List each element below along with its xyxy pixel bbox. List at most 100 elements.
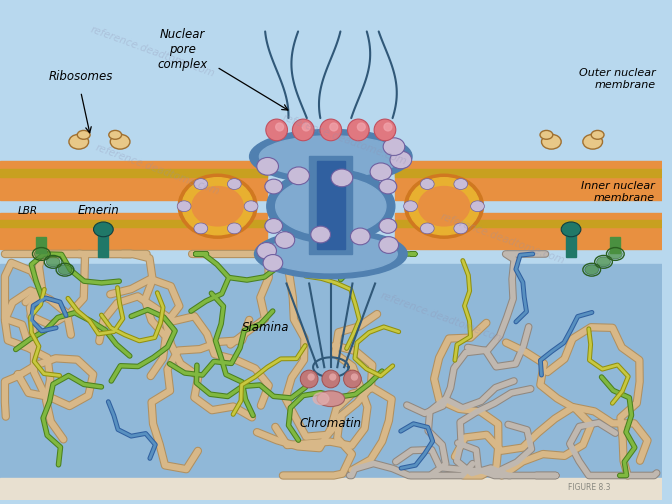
Circle shape	[330, 374, 336, 380]
Circle shape	[358, 123, 366, 131]
Ellipse shape	[470, 201, 485, 212]
Ellipse shape	[110, 135, 130, 149]
Circle shape	[330, 123, 338, 131]
Ellipse shape	[288, 167, 309, 184]
Ellipse shape	[192, 186, 243, 226]
Text: FIGURE 8.3: FIGURE 8.3	[568, 483, 610, 492]
Ellipse shape	[379, 237, 398, 254]
Ellipse shape	[267, 169, 395, 243]
Text: Outer nuclear
membrane: Outer nuclear membrane	[579, 68, 656, 90]
Ellipse shape	[178, 174, 257, 238]
Ellipse shape	[264, 235, 397, 273]
Circle shape	[384, 123, 392, 131]
Bar	[395, 169, 662, 177]
Bar	[395, 213, 662, 249]
Ellipse shape	[34, 249, 48, 259]
Ellipse shape	[276, 177, 386, 236]
Text: Ribosomes: Ribosomes	[48, 70, 113, 83]
Ellipse shape	[454, 178, 468, 190]
Text: Emerin: Emerin	[77, 204, 120, 217]
Ellipse shape	[454, 223, 468, 234]
Ellipse shape	[77, 131, 90, 139]
Text: LBR: LBR	[17, 206, 38, 216]
Bar	[395, 220, 662, 227]
Ellipse shape	[257, 157, 278, 175]
Ellipse shape	[58, 265, 72, 275]
Text: reference.deadtome.com: reference.deadtome.com	[281, 113, 408, 167]
Ellipse shape	[182, 178, 253, 235]
Ellipse shape	[255, 229, 407, 279]
Bar	[0, 478, 662, 500]
Ellipse shape	[275, 232, 295, 248]
Circle shape	[347, 119, 369, 141]
Ellipse shape	[419, 186, 470, 226]
Ellipse shape	[561, 222, 581, 237]
Text: reference.deadtome.com: reference.deadtome.com	[89, 24, 216, 79]
Ellipse shape	[249, 130, 412, 183]
Ellipse shape	[383, 138, 405, 156]
Circle shape	[351, 374, 358, 380]
Circle shape	[308, 374, 314, 380]
Text: Chromatin: Chromatin	[300, 417, 362, 430]
Ellipse shape	[409, 178, 479, 235]
Circle shape	[320, 119, 341, 141]
Ellipse shape	[93, 222, 113, 237]
Ellipse shape	[379, 179, 396, 194]
Ellipse shape	[583, 135, 603, 149]
Bar	[0, 264, 662, 500]
Ellipse shape	[227, 223, 241, 234]
Ellipse shape	[597, 257, 610, 267]
Ellipse shape	[244, 201, 258, 212]
Ellipse shape	[313, 393, 329, 405]
Circle shape	[374, 119, 396, 141]
Ellipse shape	[540, 131, 553, 139]
Ellipse shape	[331, 169, 353, 187]
Ellipse shape	[194, 223, 208, 234]
Ellipse shape	[351, 228, 370, 245]
Bar	[0, 213, 267, 249]
Ellipse shape	[194, 178, 208, 190]
Bar	[610, 237, 620, 253]
Text: reference.deadtome.com: reference.deadtome.com	[94, 143, 221, 197]
Ellipse shape	[404, 201, 417, 212]
Circle shape	[300, 370, 318, 388]
Ellipse shape	[421, 178, 434, 190]
Bar	[0, 161, 267, 200]
Text: Slamina: Slamina	[242, 322, 290, 334]
Ellipse shape	[405, 174, 483, 238]
Ellipse shape	[608, 249, 622, 259]
Ellipse shape	[69, 135, 89, 149]
Circle shape	[302, 123, 310, 131]
Ellipse shape	[259, 136, 402, 177]
Bar	[309, 157, 353, 254]
Ellipse shape	[263, 255, 283, 271]
Bar	[317, 161, 345, 249]
Ellipse shape	[421, 223, 434, 234]
Ellipse shape	[46, 257, 60, 267]
Circle shape	[266, 119, 288, 141]
Ellipse shape	[265, 219, 282, 233]
Ellipse shape	[379, 219, 396, 233]
Ellipse shape	[542, 135, 561, 149]
Circle shape	[276, 123, 284, 131]
Text: reference.deadtome.com: reference.deadtome.com	[439, 211, 566, 266]
Ellipse shape	[370, 163, 392, 180]
Ellipse shape	[177, 201, 191, 212]
Ellipse shape	[265, 179, 282, 194]
Circle shape	[322, 370, 339, 388]
Text: reference.deadtome.com: reference.deadtome.com	[380, 290, 507, 345]
Bar	[36, 237, 46, 253]
Bar	[566, 235, 576, 257]
Circle shape	[292, 119, 314, 141]
Ellipse shape	[310, 226, 331, 243]
Bar	[0, 169, 267, 177]
Text: Nuclear
pore
complex: Nuclear pore complex	[157, 28, 207, 71]
Ellipse shape	[591, 131, 604, 139]
Ellipse shape	[257, 242, 276, 259]
Bar	[395, 161, 662, 200]
Bar	[0, 220, 267, 227]
Ellipse shape	[109, 131, 122, 139]
Circle shape	[343, 370, 362, 388]
Ellipse shape	[585, 265, 599, 275]
Ellipse shape	[390, 151, 412, 169]
